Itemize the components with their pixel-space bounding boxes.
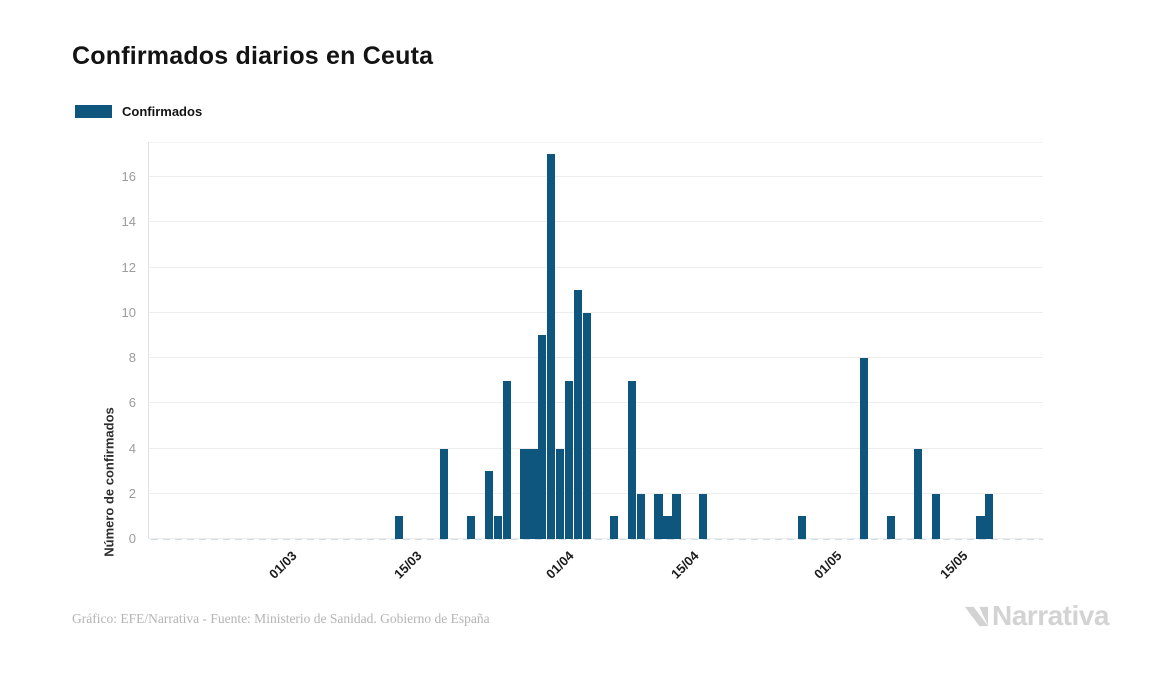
x-tick-label: 01/03 (266, 548, 300, 582)
y-tick-label: 14 (121, 214, 136, 230)
bar-11/04[interactable] (654, 493, 663, 539)
narrativa-logo: Narrativa (963, 601, 1109, 631)
y-tick-label: 0 (128, 531, 136, 546)
narrativa-logo-icon (964, 606, 989, 626)
gridline (149, 357, 1043, 359)
plot-area (148, 142, 1043, 540)
x-axis-tick-labels: 01/03 15/03 01/04 15/04 01/05 15/05 (148, 539, 1042, 599)
gridline (149, 176, 1043, 178)
bar-29/03[interactable] (538, 335, 547, 539)
bar-08/04[interactable] (627, 380, 636, 539)
page-title: Confirmados diarios en Ceuta (72, 42, 434, 70)
bar-17/05[interactable] (976, 516, 985, 539)
plot-top-border (149, 142, 1043, 143)
bar-chart: Número de confirmados 0 2 4 6 8 10 12 14 16 01/0… (0, 142, 1157, 602)
bar-21/03[interactable] (466, 516, 475, 539)
bar-13/03[interactable] (395, 516, 404, 539)
bar-09/04[interactable] (636, 493, 645, 539)
bar-06/04[interactable] (609, 516, 618, 539)
bar-28/03[interactable] (529, 448, 538, 539)
legend: Confirmados (75, 104, 202, 119)
y-tick-label: 4 (128, 440, 136, 456)
bar-27/04[interactable] (797, 516, 806, 539)
bar-18/05[interactable] (985, 493, 994, 539)
narrativa-logo-text: Narrativa (992, 600, 1109, 631)
bar-04/05[interactable] (860, 358, 869, 539)
gridline (149, 311, 1043, 313)
bar-13/04[interactable] (672, 493, 681, 539)
x-tick-label: 15/05 (936, 548, 971, 582)
gridline (149, 402, 1043, 404)
x-tick-label: 01/05 (811, 548, 845, 582)
gridline (149, 447, 1043, 449)
gridline (149, 538, 1043, 539)
bar-10/05[interactable] (913, 448, 922, 539)
x-tick-label: 01/04 (543, 548, 577, 582)
legend-swatch (75, 105, 112, 118)
gridline (149, 266, 1043, 268)
y-tick-label: 16 (121, 169, 136, 185)
bar-23/03[interactable] (484, 471, 493, 539)
source-credit: Gráfico: EFE/Narrativa - Fuente: Ministe… (72, 611, 490, 626)
bar-03/04[interactable] (582, 312, 592, 539)
bar-31/03[interactable] (556, 448, 565, 539)
zero-baseline-dashes (151, 538, 1043, 540)
gridline (149, 221, 1043, 223)
x-tick-label: 15/04 (668, 548, 702, 582)
bar-12/04[interactable] (663, 516, 672, 539)
bar-16/04[interactable] (699, 493, 708, 539)
bar-18/03[interactable] (439, 448, 449, 539)
y-tick-label: 2 (128, 485, 136, 501)
bar-25/03[interactable] (502, 380, 511, 539)
x-tick-label: 15/03 (391, 548, 425, 582)
y-tick-label: 12 (121, 259, 136, 275)
bar-12/05[interactable] (931, 493, 940, 539)
bar-27/03[interactable] (520, 448, 529, 539)
bar-24/03[interactable] (493, 516, 502, 539)
y-tick-label: 8 (128, 350, 136, 366)
bar-30/03[interactable] (547, 154, 556, 539)
bar-01/04[interactable] (565, 380, 574, 539)
bar-07/05[interactable] (886, 516, 896, 539)
y-axis-tick-labels: 0 2 4 6 8 10 12 14 16 (0, 142, 136, 546)
y-tick-label: 10 (121, 304, 136, 320)
bar-02/04[interactable] (574, 290, 583, 539)
gridline (149, 492, 1043, 494)
legend-label: Confirmados (122, 104, 203, 119)
y-tick-label: 6 (128, 395, 136, 411)
